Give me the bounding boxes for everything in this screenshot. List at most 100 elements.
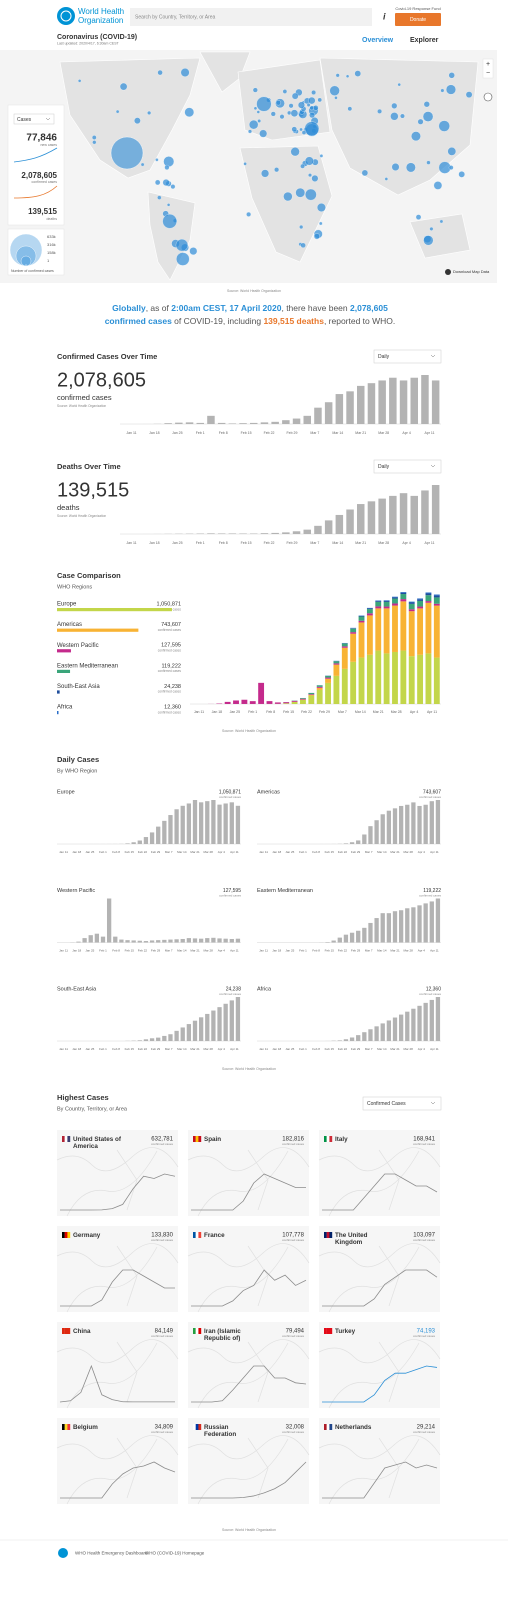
bar-segment (233, 700, 239, 704)
country-card[interactable] (57, 1226, 178, 1312)
country-card[interactable] (319, 1226, 440, 1312)
compass[interactable] (483, 92, 493, 102)
country-card[interactable] (188, 1226, 309, 1312)
zoom-in[interactable]: + (486, 61, 490, 68)
x-tick-label: Feb 22 (264, 431, 275, 435)
flag (195, 1424, 199, 1430)
x-tick-label: Jan 25 (285, 948, 294, 952)
bar-segment (417, 600, 424, 607)
country-card[interactable] (57, 1130, 178, 1216)
flag (324, 1424, 327, 1430)
bar (292, 418, 301, 424)
bar (168, 939, 173, 943)
x-tick-label: Feb 8 (219, 541, 228, 545)
bar (435, 898, 441, 943)
legend-bar (57, 711, 59, 715)
map-bubble (400, 113, 405, 119)
bar (314, 407, 322, 424)
bar-segment (400, 601, 407, 651)
legend-label: 316k (47, 242, 56, 247)
zoom-out[interactable]: − (486, 70, 490, 77)
x-tick-label: Feb 8 (266, 710, 275, 714)
x-tick-label: Feb 29 (287, 431, 298, 435)
footer-emblem[interactable] (58, 1548, 68, 1558)
map-bubble (290, 147, 300, 157)
bar (205, 801, 210, 844)
country-card[interactable] (188, 1322, 309, 1408)
stat-label: deaths (46, 217, 57, 221)
x-tick-label: Mar 21 (355, 431, 366, 435)
logo-text[interactable]: World Health (78, 7, 124, 16)
bar (386, 913, 392, 943)
country-card[interactable] (188, 1130, 309, 1216)
bar (343, 934, 349, 943)
bar (392, 808, 398, 844)
period-select-label[interactable]: Daily (378, 464, 390, 470)
map-bubble (317, 97, 322, 103)
bar-segment (400, 594, 407, 600)
australia (409, 213, 471, 259)
flag (62, 1232, 65, 1238)
info-icon[interactable]: i (383, 11, 386, 21)
tab-explorer[interactable]: Explorer (410, 37, 439, 44)
donate-label[interactable]: Donate (410, 17, 426, 23)
bar-segment (341, 647, 348, 669)
country-card[interactable] (319, 1130, 440, 1216)
download-link[interactable]: Download Map Data (453, 269, 490, 274)
bar (346, 509, 354, 534)
x-tick-label: Feb 8 (312, 1047, 320, 1051)
x-tick-label: Feb 22 (138, 850, 148, 854)
bar-segment (316, 687, 323, 690)
bar (211, 800, 216, 844)
country-line (60, 1269, 175, 1307)
period-select[interactable] (373, 349, 442, 364)
who-emblem[interactable] (57, 7, 75, 25)
flag (195, 1136, 199, 1142)
country-select[interactable] (362, 1096, 442, 1111)
zoom-control[interactable] (482, 58, 494, 79)
card-map (56, 1435, 179, 1505)
logo-text[interactable]: Organization (78, 16, 123, 25)
footer-link[interactable]: WHO Health Emergency Dashboard (75, 1551, 148, 1556)
country-card[interactable] (319, 1322, 440, 1408)
metric-label[interactable]: Cases (17, 117, 32, 123)
country-card[interactable] (57, 1322, 178, 1408)
footer-link[interactable]: WHO (COVID-19) Homepage (145, 1551, 205, 1556)
bar (368, 826, 373, 844)
bar-segment (325, 678, 331, 683)
bar-segment (417, 599, 424, 601)
tab-overview[interactable]: Overview (362, 37, 394, 44)
country-card[interactable] (319, 1418, 440, 1504)
period-select[interactable] (373, 459, 442, 474)
bar (180, 805, 185, 844)
map-bubble (308, 96, 316, 105)
donate-button[interactable] (395, 13, 441, 26)
x-tick-label: Feb 1 (196, 541, 205, 545)
search-box[interactable] (130, 8, 372, 26)
download-icon[interactable] (445, 269, 451, 275)
period-select-label[interactable]: Daily (378, 354, 390, 360)
bar-segment (300, 698, 306, 699)
bar-segment (358, 657, 365, 704)
bar (337, 937, 342, 943)
metric-select[interactable] (13, 113, 55, 125)
x-tick-label: Feb 29 (287, 541, 298, 545)
x-tick-label: Jan 18 (72, 948, 81, 952)
bar-segment (266, 701, 273, 704)
legend-unit: confirmed cases (158, 690, 182, 694)
country-line (191, 1173, 306, 1211)
bar (271, 532, 279, 534)
region-unit: confirmed cases (419, 992, 441, 996)
x-tick-label: Jan 18 (272, 850, 281, 854)
bar (423, 903, 428, 943)
bar-segment (400, 592, 407, 593)
bar (386, 810, 392, 844)
bar (143, 837, 149, 844)
x-tick-label: Feb 22 (138, 1047, 148, 1051)
country-card[interactable] (188, 1418, 309, 1504)
country-card[interactable] (57, 1418, 178, 1504)
bar-segment (350, 632, 357, 634)
x-tick-label: Jan 25 (85, 1047, 94, 1051)
country-select-label[interactable]: Confirmed Cases (367, 1101, 406, 1107)
